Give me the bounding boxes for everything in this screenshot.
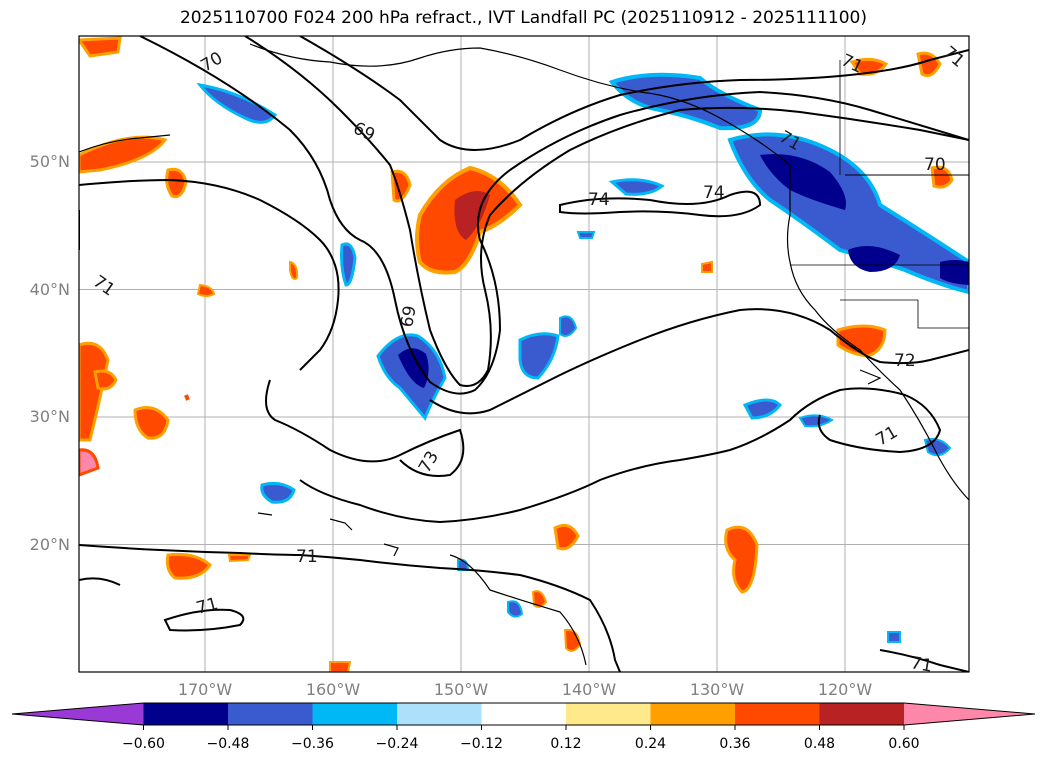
contour-label: 71 bbox=[939, 43, 968, 72]
contour-label: 71 bbox=[194, 594, 220, 619]
longitude-label: 120°W bbox=[817, 680, 873, 699]
longitude-label: 160°W bbox=[305, 680, 361, 699]
latitude-label: 40°N bbox=[29, 279, 70, 299]
latitude-label: 20°N bbox=[29, 534, 70, 554]
contour-label: 71 bbox=[89, 272, 118, 301]
longitude-label: 130°W bbox=[689, 680, 745, 699]
contour-label: 71 bbox=[296, 547, 318, 567]
contour-label: 74 bbox=[588, 190, 610, 210]
shaded-anomalies bbox=[79, 36, 969, 672]
longitude-label: 170°W bbox=[177, 680, 233, 699]
map-frame bbox=[78, 35, 970, 673]
contour-label: 74 bbox=[703, 183, 725, 203]
longitude-label: 140°W bbox=[561, 680, 617, 699]
colorbar-segment bbox=[735, 703, 820, 725]
longitude-label: 150°W bbox=[433, 680, 489, 699]
colorbar-tick-label: −0.12 bbox=[460, 736, 503, 752]
colorbar-segment bbox=[228, 703, 313, 725]
colorbar-segment bbox=[566, 703, 651, 725]
colorbar-tick-label: −0.60 bbox=[122, 736, 165, 752]
contour-label: 71 bbox=[873, 422, 902, 450]
colorbar-segment bbox=[397, 703, 482, 725]
map-title: 2025110700 F024 200 hPa refract., IVT La… bbox=[179, 8, 867, 28]
contour-label: 71 bbox=[909, 653, 934, 676]
colorbar-tick-label: −0.48 bbox=[206, 736, 250, 752]
colorbar-tick-label: −0.36 bbox=[291, 736, 334, 752]
colorbar bbox=[11, 702, 1036, 730]
colorbar-tick-label: 0.48 bbox=[803, 736, 836, 752]
refractivity-contours bbox=[79, 36, 969, 672]
contour-label: 69 bbox=[397, 304, 420, 329]
colorbar-segment bbox=[312, 703, 398, 725]
colorbar-tick-label: −0.24 bbox=[375, 736, 419, 752]
colorbar-tick-label: 0.36 bbox=[719, 736, 751, 752]
colorbar-segment bbox=[650, 703, 736, 725]
colorbar-tick-label: 0.24 bbox=[634, 736, 667, 752]
contour-label: 72 bbox=[894, 351, 916, 371]
latitude-label: 30°N bbox=[29, 407, 70, 426]
colorbar-tick-label: 0.12 bbox=[550, 736, 582, 752]
colorbar-segment bbox=[481, 703, 567, 725]
colorbar-segment bbox=[143, 703, 229, 725]
colorbar-extension-min bbox=[12, 703, 144, 725]
latitude-label: 50°N bbox=[29, 152, 70, 171]
coastlines bbox=[79, 43, 969, 666]
colorbar-extension-max bbox=[904, 703, 1035, 725]
contour-label: 70 bbox=[198, 48, 227, 76]
contour-label: 70 bbox=[924, 155, 946, 175]
colorbar-segment bbox=[819, 703, 905, 725]
positive-shading bbox=[79, 36, 954, 672]
contour-label: 69 bbox=[350, 118, 378, 145]
colorbar-tick-label: 0.60 bbox=[888, 736, 920, 752]
